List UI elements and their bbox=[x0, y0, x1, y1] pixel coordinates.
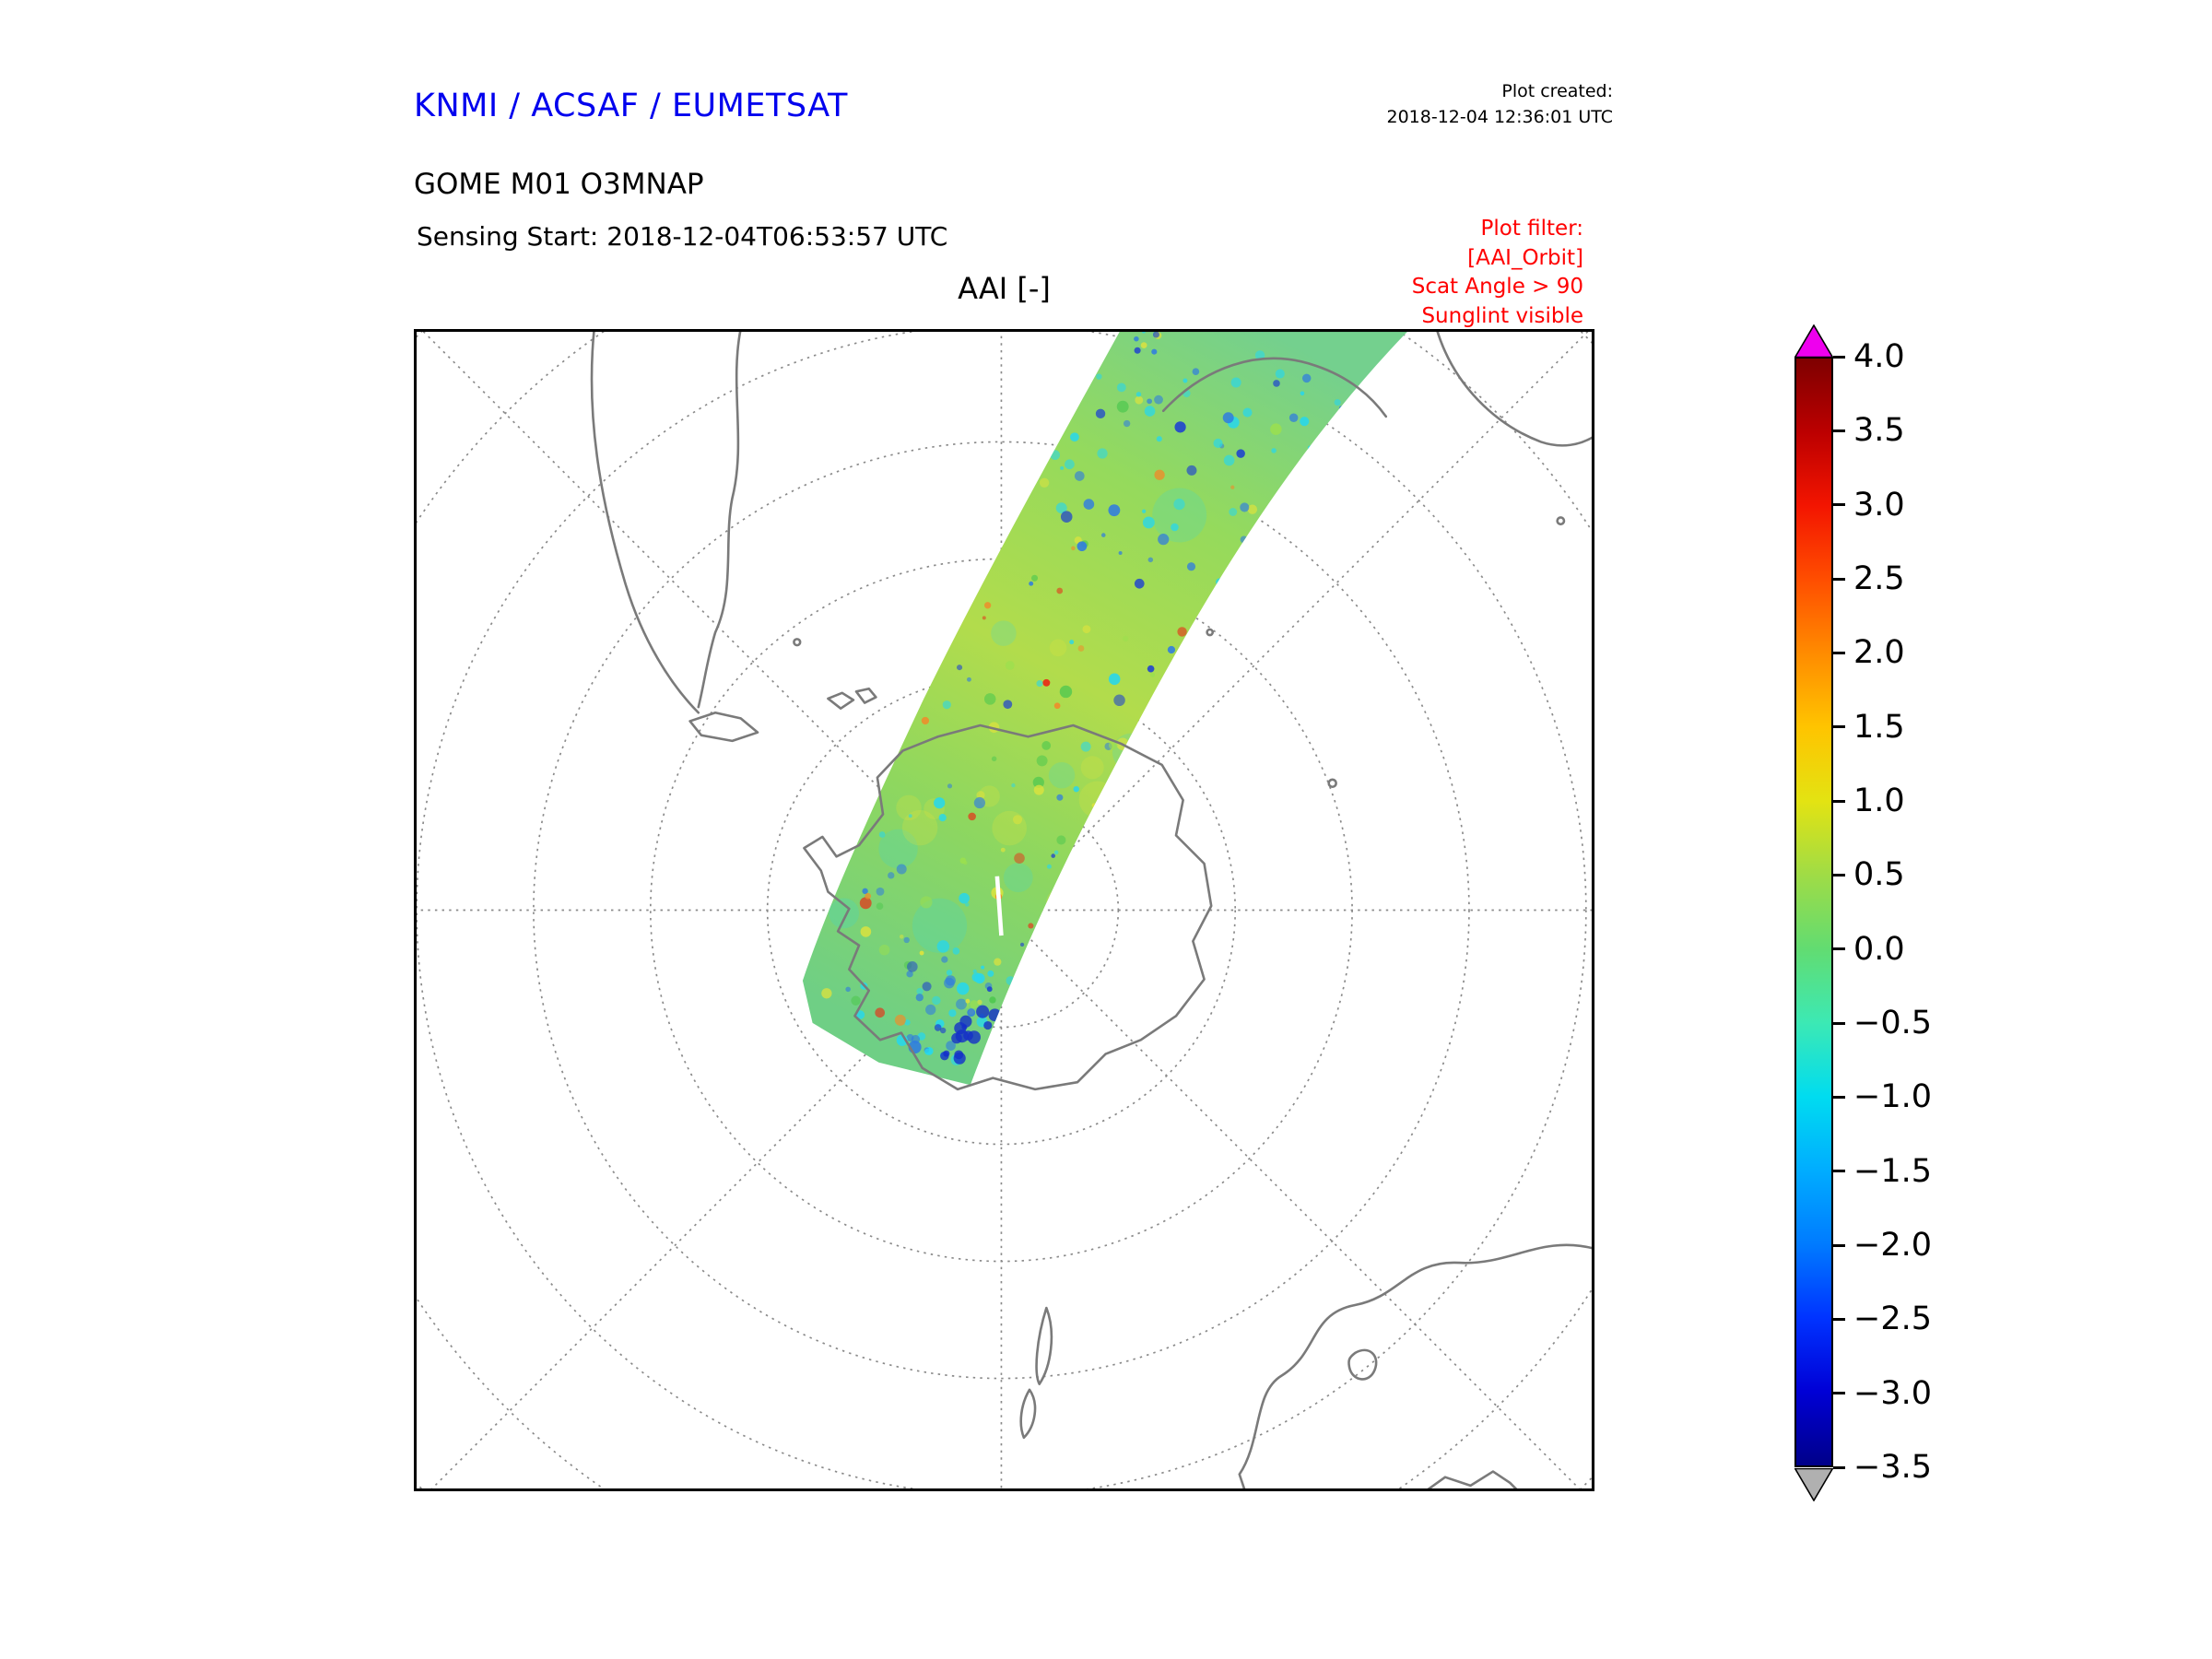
colorbar-tick-label: 1.5 bbox=[1853, 708, 1905, 746]
colorbar-tick: 4.0 bbox=[1833, 338, 1905, 375]
colorbar-under-arrow bbox=[1794, 1468, 1833, 1501]
coast-fragment bbox=[1424, 1470, 1520, 1491]
colorbar-tick: 3.5 bbox=[1833, 412, 1905, 449]
colorbar-over-arrow bbox=[1794, 324, 1833, 358]
colorbar-tick: −2.0 bbox=[1833, 1227, 1932, 1264]
colorbar-tick-label: 3.0 bbox=[1853, 486, 1905, 524]
coast-island bbox=[1206, 628, 1215, 637]
coast-island bbox=[793, 638, 802, 647]
colorbar-tick: −1.5 bbox=[1833, 1153, 1932, 1190]
map-frame bbox=[414, 329, 1594, 1491]
plot-created: Plot created: 2018-12-04 12:36:01 UTC bbox=[1387, 79, 1614, 130]
plot-filter-line: [AAI_Orbit] bbox=[1467, 245, 1583, 270]
swath-seam-line bbox=[994, 876, 1004, 936]
colorbar-tick-label: 0.5 bbox=[1853, 856, 1905, 894]
coast-africa-corner bbox=[1435, 329, 1594, 447]
colorbar-tick-label: −1.0 bbox=[1853, 1078, 1932, 1116]
map-title: AAI [-] bbox=[958, 271, 1051, 306]
aai-swath bbox=[802, 329, 1410, 1086]
colorbar-tick: −2.5 bbox=[1833, 1300, 1932, 1337]
colorbar-tick-mark bbox=[1833, 1392, 1845, 1395]
plot-created-label: Plot created: bbox=[1501, 81, 1613, 101]
colorbar-tick-label: −2.5 bbox=[1853, 1300, 1932, 1338]
sensing-start: Sensing Start: 2018-12-04T06:53:57 UTC bbox=[417, 221, 948, 252]
colorbar-tick: 1.5 bbox=[1833, 709, 1905, 746]
colorbar: 4.0 3.5 3.0 2.5 2.0 1.5 1.0 0.5 0.0 −0.5 −1.0 −1.5 −… bbox=[1794, 324, 2034, 1504]
colorbar-tick: −3.0 bbox=[1833, 1375, 1932, 1412]
polar-map bbox=[414, 329, 1594, 1491]
colorbar-ticks: 4.0 3.5 3.0 2.5 2.0 1.5 1.0 0.5 0.0 −0.5 −1.0 −1.5 −… bbox=[1833, 338, 2027, 1486]
colorbar-tick-mark bbox=[1833, 503, 1845, 507]
colorbar-tick-label: 0.0 bbox=[1853, 930, 1905, 968]
colorbar-tick: 2.5 bbox=[1833, 560, 1905, 597]
plot-filter: Plot filter: [AAI_Orbit] Scat Angle > 90… bbox=[1412, 215, 1583, 332]
colorbar-tick-mark bbox=[1833, 799, 1845, 803]
colorbar-tick: −1.0 bbox=[1833, 1078, 1932, 1115]
colorbar-tick-label: 4.0 bbox=[1853, 338, 1905, 375]
plot-filter-line: Sunglint visible bbox=[1421, 304, 1583, 329]
coast-falklands bbox=[827, 687, 877, 710]
colorbar-tick-mark bbox=[1833, 1021, 1845, 1025]
colorbar-tick-label: 3.5 bbox=[1853, 412, 1905, 450]
colorbar-tick-label: 2.0 bbox=[1853, 634, 1905, 672]
coast-island bbox=[1327, 778, 1337, 789]
colorbar-tick: 3.0 bbox=[1833, 487, 1905, 524]
coast-new-zealand bbox=[1019, 1306, 1053, 1440]
colorbar-tick-mark bbox=[1833, 725, 1845, 729]
coast-africa-cape bbox=[1161, 357, 1388, 418]
colorbar-tick-label: 1.0 bbox=[1853, 782, 1905, 819]
colorbar-tick-label: 2.5 bbox=[1853, 560, 1905, 597]
coast-island bbox=[1556, 516, 1566, 526]
coast-south-america-east bbox=[697, 329, 742, 709]
plot-filter-line: Scat Angle > 90 bbox=[1411, 275, 1583, 300]
colorbar-tick-mark bbox=[1833, 947, 1845, 951]
coast-south-america-west bbox=[590, 329, 700, 714]
colorbar-gradient bbox=[1794, 357, 1833, 1467]
colorbar-tick-mark bbox=[1833, 1465, 1845, 1469]
colorbar-tick-mark bbox=[1833, 1243, 1845, 1247]
colorbar-tick-mark bbox=[1833, 873, 1845, 877]
plot-created-value: 2018-12-04 12:36:01 UTC bbox=[1386, 106, 1614, 127]
plot-filter-line: Plot filter: bbox=[1480, 217, 1583, 241]
product-title: GOME M01 O3MNAP bbox=[414, 168, 704, 201]
colorbar-tick: 2.0 bbox=[1833, 634, 1905, 671]
colorbar-tick-label: −3.5 bbox=[1853, 1449, 1932, 1486]
colorbar-tick-label: −3.0 bbox=[1853, 1374, 1932, 1412]
coastlines bbox=[590, 329, 1594, 1491]
org-title: KNMI / ACSAF / EUMETSAT bbox=[414, 88, 848, 124]
colorbar-tick-mark bbox=[1833, 355, 1845, 359]
colorbar-tick-mark bbox=[1833, 651, 1845, 654]
colorbar-tick-label: −2.0 bbox=[1853, 1227, 1932, 1264]
coast-antarctica bbox=[803, 724, 1213, 1091]
colorbar-tick-mark bbox=[1833, 1095, 1845, 1099]
colorbar-tick: 0.5 bbox=[1833, 856, 1905, 893]
coast-australia bbox=[1238, 1243, 1594, 1491]
colorbar-tick: −3.5 bbox=[1833, 1449, 1932, 1486]
colorbar-tick-mark bbox=[1833, 429, 1845, 432]
colorbar-tick-label: −1.5 bbox=[1853, 1152, 1932, 1190]
colorbar-tick-mark bbox=[1833, 577, 1845, 581]
coast-tierra-del-fuego bbox=[688, 711, 759, 743]
colorbar-tick: −0.5 bbox=[1833, 1005, 1932, 1041]
colorbar-tick-mark bbox=[1833, 1170, 1845, 1173]
colorbar-tick: 1.0 bbox=[1833, 782, 1905, 819]
coast-tasmania bbox=[1347, 1348, 1378, 1381]
colorbar-tick-label: −0.5 bbox=[1853, 1005, 1932, 1041]
colorbar-tick-mark bbox=[1833, 1317, 1845, 1321]
colorbar-tick: 0.0 bbox=[1833, 931, 1905, 968]
